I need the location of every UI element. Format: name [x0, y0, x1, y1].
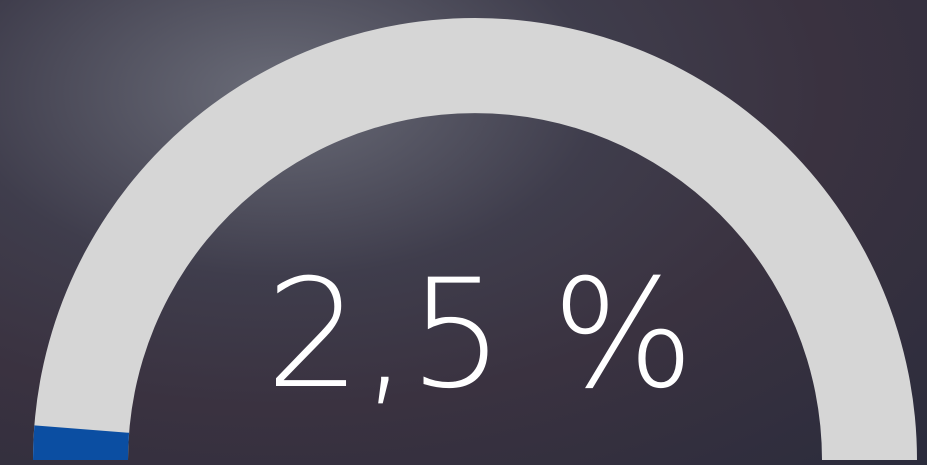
page: 2,5 % (() => { const data = JSON.parse(d…	[0, 0, 927, 465]
chart: 2,5 %	[0, 0, 927, 465]
value-label: 2,5 %	[266, 248, 695, 422]
